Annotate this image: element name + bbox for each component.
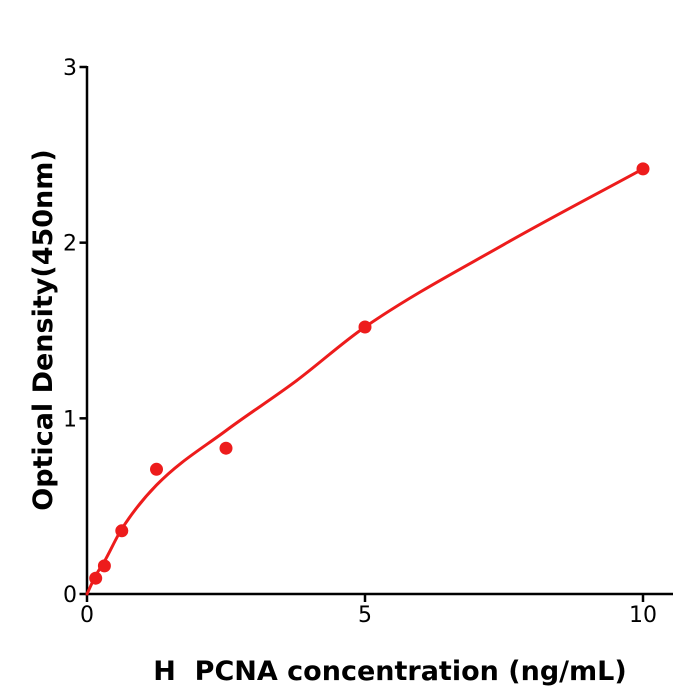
data-point <box>636 162 650 176</box>
fit-curve-line <box>85 167 645 596</box>
data-point <box>115 524 129 538</box>
x-axis-ticks: 0 5 10 <box>80 594 657 628</box>
y-axis-title: Optical Density(450nm) <box>28 149 59 511</box>
y-axis-ticks: 0 1 2 3 <box>63 56 87 608</box>
y-tick-label: 3 <box>63 56 77 81</box>
x-tick-label: 0 <box>80 603 94 628</box>
data-points <box>89 162 650 585</box>
data-point <box>358 320 372 334</box>
x-tick-label: 5 <box>358 603 372 628</box>
x-tick-label: 10 <box>629 603 657 628</box>
data-point <box>150 462 163 476</box>
data-point <box>89 571 103 585</box>
data-point <box>219 441 233 455</box>
y-tick-label: 2 <box>63 232 77 257</box>
x-axis-title: H PCNA concentration (ng/mL) <box>153 656 626 687</box>
data-point <box>97 559 111 573</box>
y-tick-label: 0 <box>63 583 77 608</box>
y-tick-label: 1 <box>63 407 77 432</box>
